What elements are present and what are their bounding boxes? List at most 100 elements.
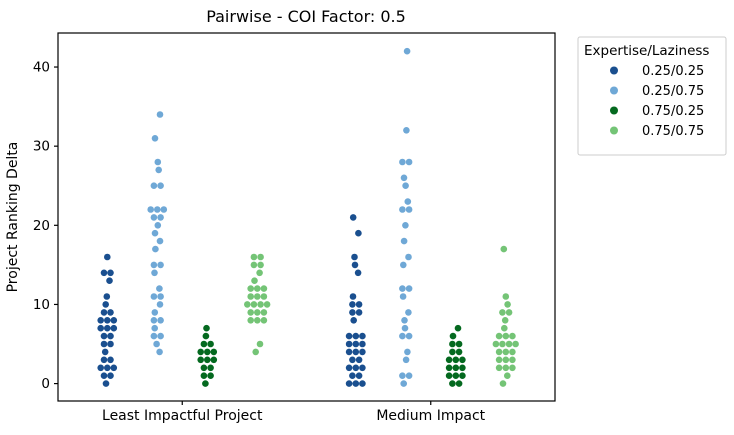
data-point — [352, 380, 360, 387]
data-point — [509, 348, 516, 356]
legend-label: 0.25/0.75 — [642, 84, 704, 99]
data-point — [210, 356, 218, 364]
data-point — [502, 364, 510, 372]
data-point — [359, 380, 366, 387]
data-point — [157, 182, 164, 189]
data-point — [150, 293, 158, 300]
data-point — [405, 253, 412, 261]
data-point — [100, 309, 108, 316]
data-point — [253, 317, 261, 324]
data-point — [247, 293, 254, 300]
data-point — [100, 269, 108, 277]
data-point — [449, 332, 457, 340]
data-point — [501, 317, 509, 324]
data-point — [110, 317, 118, 324]
y-axis-ticks: 0 10 20 30 40 — [33, 60, 58, 392]
data-point — [405, 285, 413, 292]
data-point — [502, 293, 510, 300]
data-point — [359, 348, 366, 356]
data-point — [400, 261, 407, 269]
data-points — [97, 47, 519, 387]
data-point — [401, 324, 409, 332]
data-point — [202, 332, 210, 340]
data-point — [400, 174, 408, 182]
data-point — [157, 261, 164, 269]
data-point — [399, 332, 406, 340]
data-point — [349, 301, 356, 308]
data-point — [150, 182, 158, 189]
data-point — [501, 324, 508, 332]
data-point — [349, 293, 357, 300]
data-point — [102, 301, 109, 308]
data-point — [449, 380, 456, 387]
data-point — [399, 372, 406, 380]
data-point — [154, 158, 162, 166]
data-point — [156, 301, 164, 308]
data-point — [151, 309, 159, 316]
data-point — [157, 293, 164, 300]
data-point — [106, 277, 113, 285]
data-point — [350, 317, 358, 324]
legend-label: 0.75/0.75 — [642, 124, 704, 139]
data-point — [257, 261, 264, 269]
legend: Expertise/Laziness 0.25/0.25 0.25/0.75 0.75… — [577, 36, 727, 156]
y-tick-label: 10 — [33, 297, 50, 313]
data-point — [445, 364, 453, 372]
chart-title: Pairwise - COI Factor: 0.5 — [206, 7, 406, 26]
data-point — [107, 309, 114, 316]
data-point — [502, 332, 510, 340]
data-point — [200, 340, 208, 348]
data-point — [100, 332, 108, 340]
data-point — [399, 158, 406, 166]
data-point — [202, 380, 209, 387]
data-point — [512, 340, 519, 348]
data-point — [260, 293, 268, 300]
data-point — [155, 166, 162, 174]
data-point — [250, 253, 258, 261]
data-point — [263, 301, 271, 308]
x-axis-ticks: Least Impactful Project Medium Impact — [102, 401, 486, 424]
data-point — [499, 309, 506, 316]
data-point — [499, 380, 507, 387]
data-point — [151, 324, 158, 332]
data-point — [107, 340, 114, 348]
data-point — [495, 348, 503, 356]
data-point — [492, 340, 500, 348]
legend-marker — [610, 66, 618, 75]
data-point — [502, 356, 510, 364]
data-point — [203, 324, 210, 332]
data-point — [405, 158, 413, 166]
data-point — [354, 269, 362, 277]
plot-area — [57, 32, 556, 402]
data-point — [352, 364, 360, 372]
data-point — [107, 372, 114, 380]
y-tick-label: 30 — [33, 139, 50, 155]
data-point — [197, 356, 204, 364]
data-point — [102, 380, 110, 387]
data-point — [449, 340, 456, 348]
data-point — [400, 237, 408, 245]
data-point — [154, 206, 161, 213]
data-point — [495, 356, 503, 364]
data-point — [509, 364, 516, 372]
data-point — [101, 348, 109, 356]
data-point — [104, 324, 111, 332]
data-point — [359, 340, 366, 348]
data-point — [154, 222, 162, 229]
data-point — [250, 301, 258, 308]
data-point — [153, 340, 160, 348]
data-point — [359, 332, 366, 340]
data-point — [253, 285, 261, 292]
data-point — [260, 285, 268, 292]
data-point — [207, 340, 214, 348]
data-point — [345, 380, 353, 387]
data-point — [452, 364, 460, 372]
data-point — [509, 332, 516, 340]
data-point — [349, 372, 356, 380]
data-point — [405, 332, 413, 340]
data-point — [157, 214, 164, 221]
data-point — [247, 285, 254, 292]
data-point — [156, 111, 164, 118]
